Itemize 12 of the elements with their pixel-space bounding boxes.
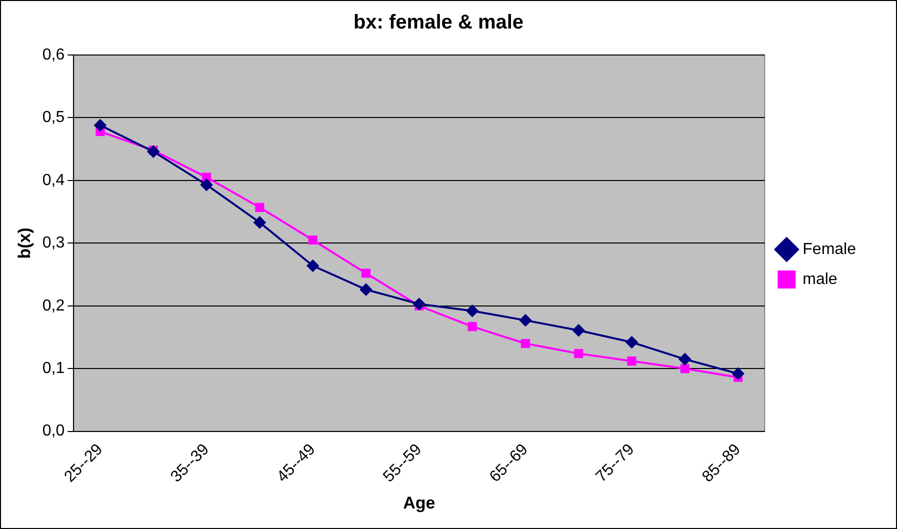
y-tick-label: 0,1 (42, 360, 65, 378)
chart-title: bx: female & male (353, 12, 524, 34)
y-tick-label: 0,6 (42, 46, 65, 64)
y-tick-label: 0,3 (42, 234, 65, 252)
y-tick-label: 0,0 (42, 422, 65, 440)
legend-label: Female (802, 240, 856, 258)
x-axis-title: Age (403, 493, 436, 512)
legend-label: male (802, 270, 838, 288)
y-tick-label: 0,4 (42, 172, 65, 189)
y-tick-label: 0,5 (42, 109, 65, 126)
y-tick-label: 0,2 (42, 297, 65, 314)
y-axis-title: b(x) (14, 228, 34, 259)
